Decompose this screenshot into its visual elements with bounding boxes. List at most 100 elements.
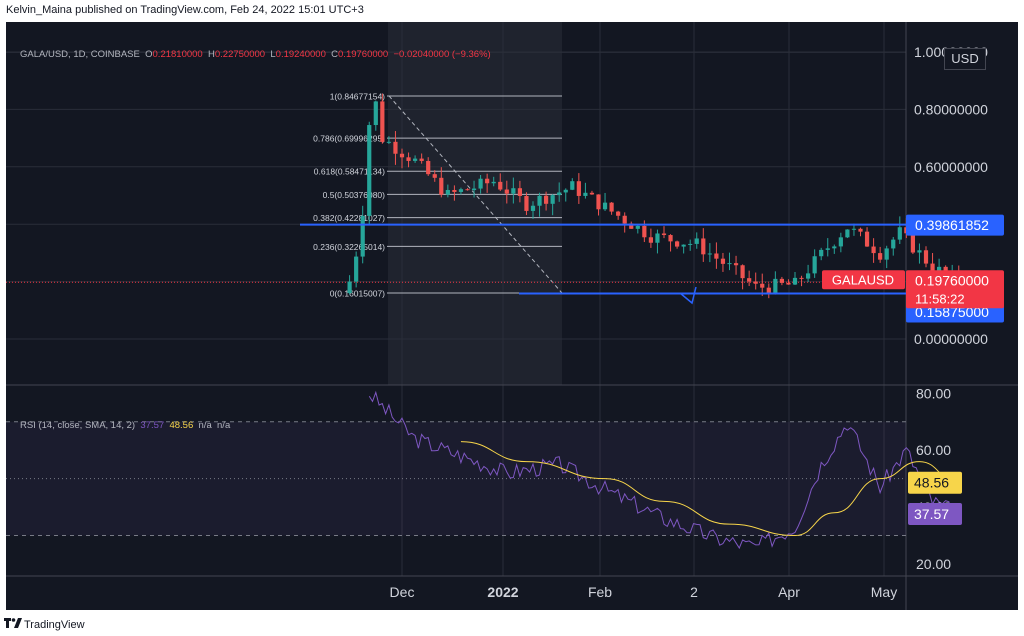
rsi-title[interactable]: RSI (14, close, SMA, 14, 2) [20, 420, 136, 431]
price-axis-tick-1: 0.80000000 [914, 101, 988, 117]
time-axis-label-1: 2022 [487, 584, 518, 600]
symbol-info[interactable]: GALA/USD, 1D, COINBASE [20, 49, 140, 60]
chart-frame[interactable]: 1(0.84677154) 0.786(0.69996295) 0.618(0.58… [6, 22, 1018, 610]
candle-body [891, 239, 896, 249]
candle-body [864, 231, 870, 247]
close-label: C [331, 49, 339, 60]
rsi-axis-tick-3: 20.00 [916, 556, 951, 572]
last-price-badge-bg [906, 270, 1004, 309]
symbol-legend: GALA/USD, 1D, COINBASE O0.21810000 H0.22… [20, 49, 491, 60]
candle-body [498, 181, 503, 190]
candle-body [622, 215, 627, 224]
candle-body [792, 277, 798, 285]
candle-body [642, 225, 647, 238]
rsi-sma-value: 48.56 [169, 420, 194, 431]
time-axis-label-2: Feb [588, 584, 612, 600]
price-chart-svg[interactable]: 1(0.84677154) 0.786(0.69996295) 0.618(0.58… [6, 22, 1018, 610]
price-axis-tick-3: 0.00000000 [914, 331, 988, 347]
candle-body [452, 189, 457, 192]
candle-body [681, 244, 686, 247]
resistance-price-badge-bg [906, 214, 1004, 236]
candle-body [537, 195, 542, 206]
fib-level-label-0: 1(0.84677154) [330, 91, 385, 101]
candle-body [426, 160, 431, 175]
candle-body [609, 202, 614, 212]
candle-body [714, 253, 719, 259]
candle-body [524, 195, 529, 211]
footer: TradingView [0, 610, 1024, 636]
range-highlight-band [388, 22, 562, 385]
fib-level-label-2: 0.618(0.58471134) [314, 167, 385, 177]
low-label: L [270, 49, 276, 60]
fib-level-label-4: 0.382(0.42281027) [313, 213, 385, 223]
candle-body [504, 189, 509, 194]
symbol-badge: GALAUSD [832, 272, 894, 287]
rsi-line [368, 390, 960, 550]
candle-body [570, 181, 575, 190]
candle-body [897, 227, 902, 240]
tradingview-brand[interactable]: TradingView [24, 619, 85, 631]
candle-body [347, 281, 352, 294]
candle-body [373, 101, 378, 126]
candle-body [766, 287, 771, 293]
candle-body [491, 181, 496, 184]
candle-body [707, 253, 712, 255]
candle-body [740, 265, 745, 279]
candle-body [779, 278, 784, 283]
candle-body [845, 229, 850, 238]
candle-body [675, 241, 680, 247]
candle-body [380, 101, 385, 142]
candle-body [635, 225, 640, 229]
candle-body [937, 266, 942, 273]
candle-body [458, 189, 464, 192]
high-label: H [208, 49, 215, 60]
resistance-price-badge: 0.39861852 [915, 217, 989, 233]
candle-body [517, 188, 522, 196]
rsi-band-fill [6, 421, 906, 536]
candle-body [819, 249, 824, 257]
candle-body [406, 157, 411, 161]
candle-body [688, 243, 693, 245]
candle-body [858, 228, 863, 232]
rsi-sma-badge-bg [908, 471, 962, 494]
candle-body [596, 194, 601, 210]
candle-body [419, 158, 424, 161]
candle-body [851, 228, 857, 230]
candle-body [465, 189, 470, 191]
candle-body [616, 211, 621, 216]
high-value: 0.22750000 [214, 49, 266, 60]
open-value: 0.21810000 [152, 49, 203, 60]
candle-body [832, 246, 837, 249]
candle-body [445, 189, 450, 195]
candle-body [576, 181, 581, 196]
candle-body [943, 266, 948, 274]
candle-body [602, 202, 608, 210]
candle-body [923, 250, 929, 264]
candle-body [583, 192, 588, 196]
candle-body [354, 256, 359, 282]
candle-body [661, 233, 667, 236]
candle-body [694, 238, 699, 244]
rsi-axis-tick-1: 60.00 [916, 442, 951, 458]
candle-body [393, 141, 398, 154]
tradingview-logo-icon [4, 618, 22, 628]
candle-body [367, 125, 372, 216]
candle-body [432, 174, 437, 178]
candle-body [471, 188, 477, 191]
candle-body [753, 281, 758, 284]
time-axis-label-5: May [871, 584, 897, 600]
open-label: O [145, 49, 153, 60]
rsi-na-2: n/a [217, 420, 231, 431]
candle-body [413, 158, 418, 161]
candle-body [563, 189, 568, 193]
candle-body [701, 238, 706, 255]
candle-body [799, 277, 804, 279]
rsi-badge: 37.57 [914, 506, 949, 522]
price-axis-tick-2: 0.60000000 [914, 159, 988, 175]
candle-body [773, 278, 778, 293]
candle-body [386, 141, 391, 143]
rsi-axis-tick-0: 80.00 [916, 385, 951, 401]
candle-body [668, 235, 673, 242]
candle-body [917, 250, 922, 253]
currency-button[interactable]: USD [944, 48, 986, 70]
